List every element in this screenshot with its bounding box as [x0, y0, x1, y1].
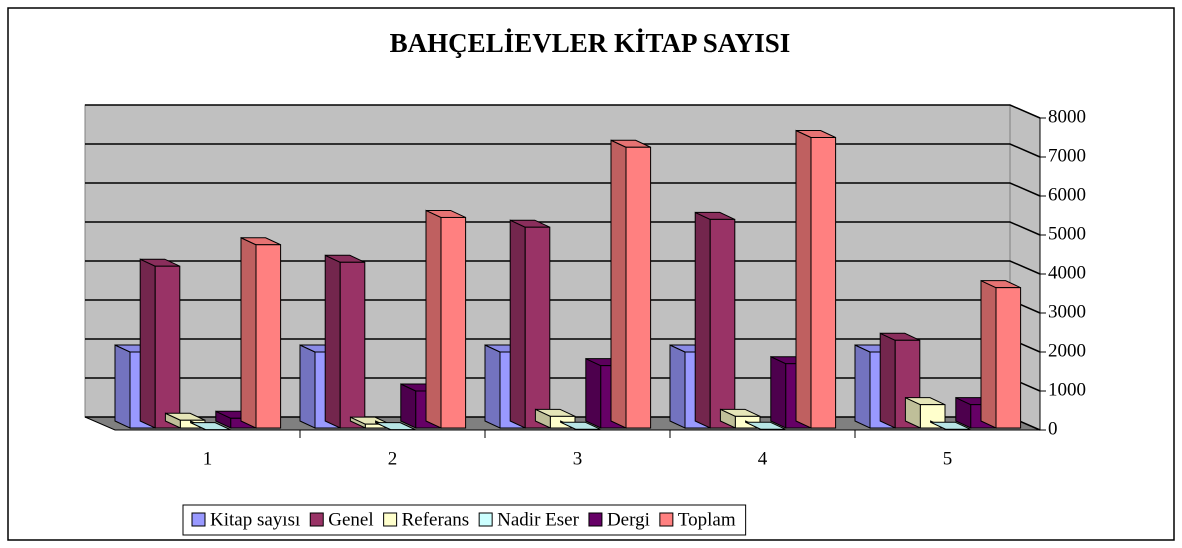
legend-label: Nadir Eser: [497, 509, 579, 530]
bar: [610, 139, 652, 429]
bar: [560, 420, 601, 431]
bar-front: [709, 218, 736, 429]
y-tick-label: 8000: [1048, 106, 1086, 127]
bar-front: [625, 146, 652, 429]
chart-title: BAHÇELİEVLER KİTAP SAYISI: [390, 28, 791, 58]
grid-line: [85, 260, 1041, 275]
bar-top: [375, 422, 416, 431]
bar-side: [795, 129, 812, 429]
bar-side: [509, 219, 526, 429]
bar: [509, 219, 551, 429]
bar-front: [810, 137, 837, 429]
bar-side: [770, 355, 787, 429]
grid-line: [85, 182, 1041, 197]
bar-side: [299, 344, 316, 429]
legend-box: [182, 504, 747, 536]
y-tick-label: 7000: [1048, 145, 1086, 166]
bar-front: [995, 287, 1022, 429]
bar: [795, 129, 837, 429]
bar-side: [980, 279, 997, 429]
bar: [694, 211, 736, 429]
bar: [980, 279, 1022, 429]
legend-label: Toplam: [678, 509, 736, 530]
bar-side: [694, 211, 711, 429]
x-tick-label: 1: [203, 448, 213, 469]
bar-top: [930, 421, 971, 430]
legend-label: Kitap sayısı: [210, 509, 300, 530]
bar-side: [139, 258, 156, 429]
bar-front: [524, 226, 551, 429]
grid-line: [85, 104, 1041, 119]
grid-line: [85, 221, 1041, 236]
legend-swatch: [191, 512, 206, 527]
bar-front: [440, 216, 467, 429]
bar-side: [425, 209, 442, 429]
bar-side: [484, 344, 501, 429]
legend-swatch: [309, 512, 324, 527]
bar-side: [400, 383, 417, 429]
bar-side: [669, 344, 686, 429]
legend-label: Referans: [402, 509, 470, 530]
bar: [375, 420, 416, 431]
bar-front: [154, 265, 181, 429]
legend-label: Genel: [328, 509, 373, 530]
legend-swatch: [478, 512, 493, 527]
bar-side: [114, 344, 131, 429]
bar-side: [854, 344, 871, 429]
grid-line: [85, 143, 1041, 158]
bar-side: [240, 236, 257, 429]
legend-label: Dergi: [607, 509, 650, 530]
legend: Kitap sayısı Genel Referans Nadir Eser Dergi…: [182, 504, 747, 536]
bar: [930, 420, 971, 431]
y-tick-label: 3000: [1048, 301, 1086, 322]
x-tick-label: 3: [573, 448, 583, 469]
bar: [425, 209, 467, 429]
bar-side: [879, 332, 896, 429]
bar-side: [324, 254, 341, 429]
bar: [745, 420, 786, 431]
x-tick-label: 4: [758, 448, 768, 469]
bar-side: [610, 139, 627, 429]
legend-swatch: [588, 512, 603, 527]
legend-swatch: [383, 512, 398, 527]
y-tick-label: 5000: [1048, 223, 1086, 244]
bar: [240, 236, 282, 429]
y-tick-label: 1000: [1048, 379, 1086, 400]
bar: [324, 254, 366, 429]
legend-swatch: [659, 512, 674, 527]
bar-top: [560, 421, 601, 430]
bar-top: [190, 422, 231, 431]
y-tick-label: 6000: [1048, 184, 1086, 205]
y-tick-label: 0: [1048, 418, 1058, 439]
bar-top: [745, 421, 786, 430]
bar: [139, 258, 181, 429]
bar-front: [255, 244, 282, 429]
x-tick-label: 2: [388, 448, 398, 469]
x-tick-label: 5: [943, 448, 953, 469]
y-tick-label: 2000: [1048, 340, 1086, 361]
bar-side: [585, 357, 602, 429]
bar-front: [339, 261, 366, 429]
bar: [190, 420, 231, 431]
y-tick-label: 4000: [1048, 262, 1086, 283]
